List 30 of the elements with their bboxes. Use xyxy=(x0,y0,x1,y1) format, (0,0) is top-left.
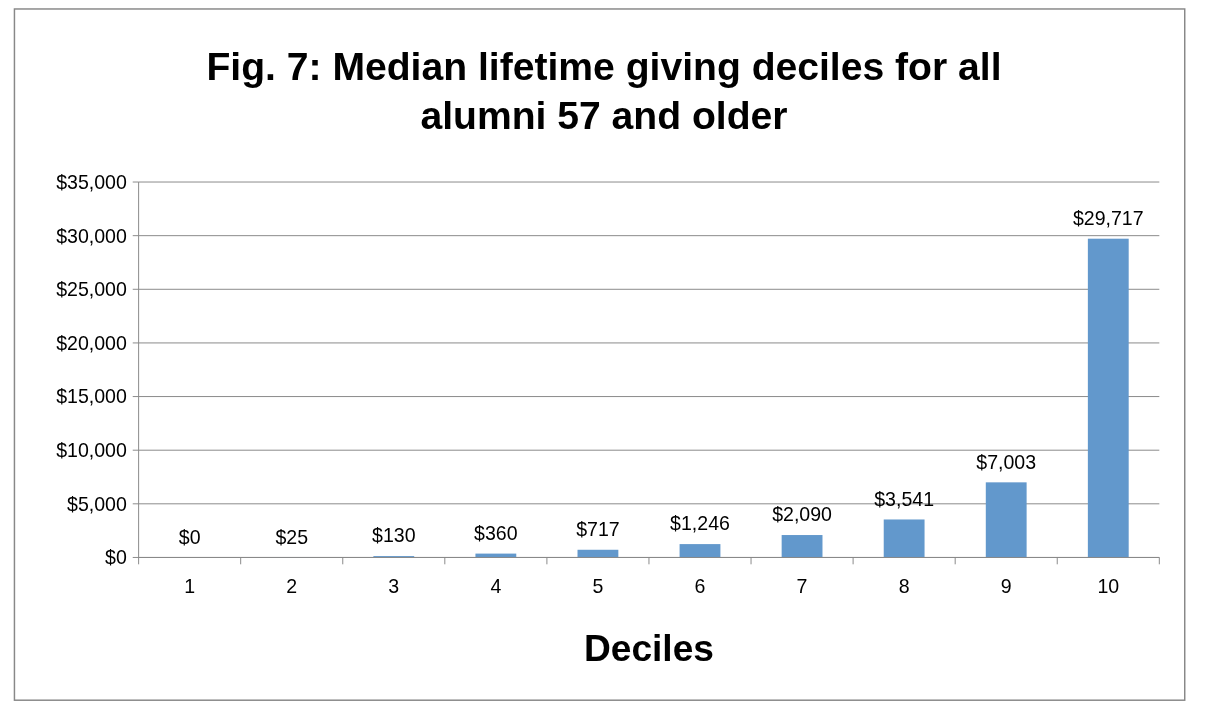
y-tick-label: $15,000 xyxy=(56,385,127,408)
data-label: $0 xyxy=(178,525,201,548)
data-label: $7,003 xyxy=(976,450,1037,473)
y-tick-label: $10,000 xyxy=(56,439,127,462)
y-tick-label: $20,000 xyxy=(56,331,127,354)
x-tick-label: 2 xyxy=(286,574,298,597)
data-label: $717 xyxy=(576,518,620,541)
y-tick-label: $30,000 xyxy=(56,224,127,247)
data-label: $1,246 xyxy=(670,512,731,535)
data-label: $29,717 xyxy=(1072,207,1144,230)
x-axis-title: Deciles xyxy=(583,627,715,670)
data-label: $2,090 xyxy=(772,503,833,526)
x-tick-label: 9 xyxy=(1000,574,1012,597)
data-label: $3,541 xyxy=(874,487,935,510)
x-tick-label: 1 xyxy=(184,574,196,597)
y-tick-label: $0 xyxy=(105,546,127,569)
y-tick-label: $35,000 xyxy=(56,170,127,193)
x-tick-label: 7 xyxy=(796,574,808,597)
y-tick-label: $5,000 xyxy=(67,492,127,515)
x-tick-label: 6 xyxy=(694,574,706,597)
data-label: $25 xyxy=(275,525,309,548)
x-tick-label: 8 xyxy=(898,574,910,597)
data-label: $130 xyxy=(372,524,416,547)
y-tick-label: $25,000 xyxy=(56,278,127,301)
x-tick-label: 10 xyxy=(1097,574,1120,597)
x-tick-label: 5 xyxy=(592,574,604,597)
x-tick-label: 4 xyxy=(490,574,502,597)
x-tick-label: 3 xyxy=(388,574,400,597)
chart-title: Fig. 7: Median lifetime giving deciles for all alumni 57 and older xyxy=(206,45,1002,138)
data-label: $360 xyxy=(474,521,518,544)
